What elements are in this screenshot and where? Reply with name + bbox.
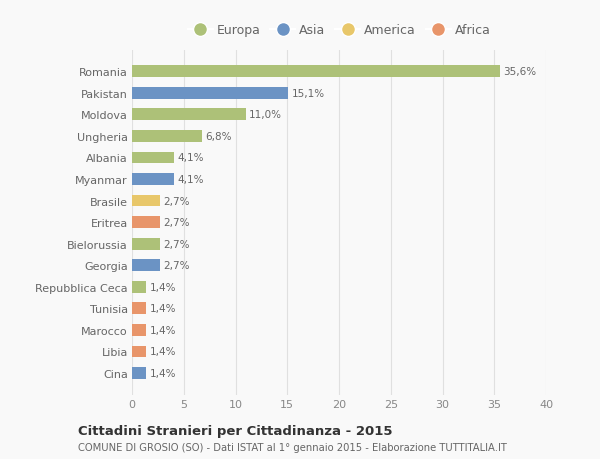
Text: 1,4%: 1,4% xyxy=(149,347,176,357)
Bar xyxy=(132,346,146,358)
Bar xyxy=(132,367,146,379)
Bar xyxy=(132,131,202,142)
Bar xyxy=(132,109,246,121)
Bar xyxy=(132,66,500,78)
Bar xyxy=(132,260,160,272)
Text: 1,4%: 1,4% xyxy=(149,325,176,335)
Text: Cittadini Stranieri per Cittadinanza - 2015: Cittadini Stranieri per Cittadinanza - 2… xyxy=(78,424,392,437)
Text: 1,4%: 1,4% xyxy=(149,304,176,313)
Text: 2,7%: 2,7% xyxy=(163,261,190,271)
Bar xyxy=(132,152,175,164)
Text: 1,4%: 1,4% xyxy=(149,368,176,378)
Text: 2,7%: 2,7% xyxy=(163,196,190,206)
Text: 1,4%: 1,4% xyxy=(149,282,176,292)
Legend: Europa, Asia, America, Africa: Europa, Asia, America, Africa xyxy=(182,19,496,42)
Text: 35,6%: 35,6% xyxy=(503,67,536,77)
Bar xyxy=(132,88,288,100)
Bar xyxy=(132,238,160,250)
Text: 15,1%: 15,1% xyxy=(292,89,325,99)
Text: 2,7%: 2,7% xyxy=(163,218,190,228)
Text: 6,8%: 6,8% xyxy=(205,132,232,141)
Bar xyxy=(132,195,160,207)
Text: 4,1%: 4,1% xyxy=(178,153,204,163)
Text: 2,7%: 2,7% xyxy=(163,239,190,249)
Text: COMUNE DI GROSIO (SO) - Dati ISTAT al 1° gennaio 2015 - Elaborazione TUTTITALIA.: COMUNE DI GROSIO (SO) - Dati ISTAT al 1°… xyxy=(78,442,507,452)
Bar xyxy=(132,324,146,336)
Text: 4,1%: 4,1% xyxy=(178,174,204,185)
Text: 11,0%: 11,0% xyxy=(249,110,282,120)
Bar xyxy=(132,303,146,314)
Bar xyxy=(132,217,160,229)
Bar xyxy=(132,174,175,185)
Bar xyxy=(132,281,146,293)
